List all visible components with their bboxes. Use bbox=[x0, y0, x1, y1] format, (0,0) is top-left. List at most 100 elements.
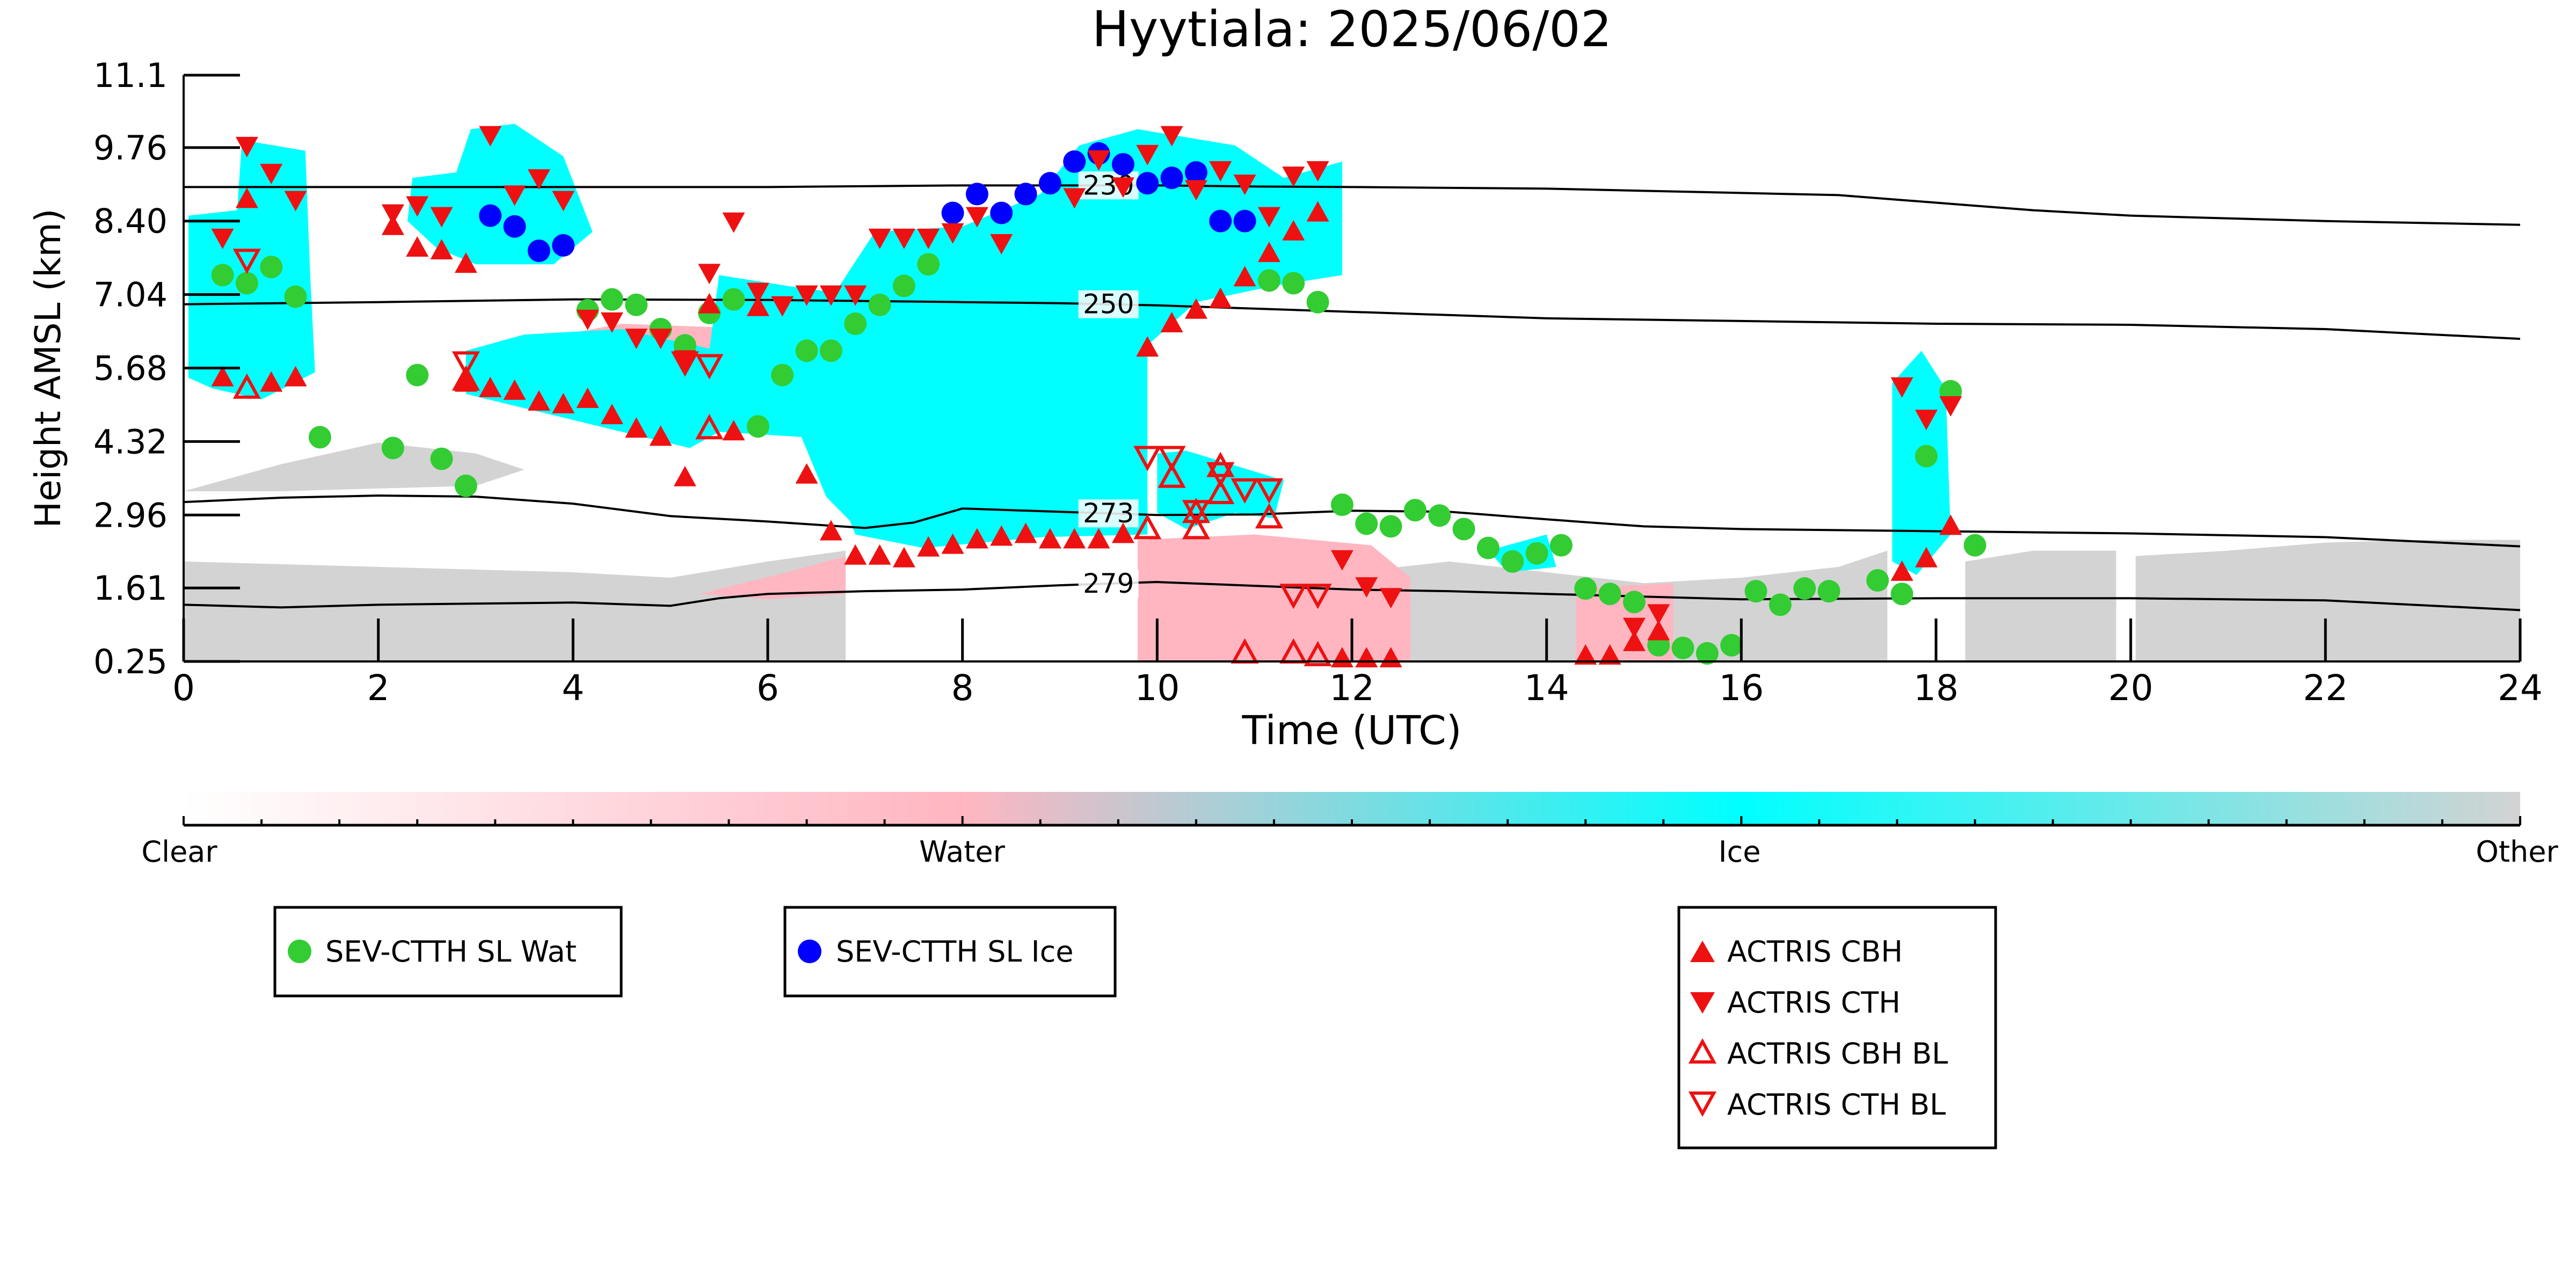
actris-cth-point bbox=[1915, 410, 1938, 431]
actris-cth-point bbox=[1379, 588, 1402, 609]
actris-cth-point bbox=[649, 329, 672, 350]
sev-ctth-sl-wat-point bbox=[454, 474, 477, 497]
sev-ctth-sl-wat-point bbox=[260, 256, 283, 279]
contour-line-230 bbox=[184, 184, 2520, 226]
actris-cbh-point bbox=[1160, 311, 1183, 332]
actris-cth-point bbox=[965, 207, 988, 228]
y-ticks: 0.25 1.61 2.96 4.32 5.68 7.04 8.40 9.76 11.1 bbox=[93, 56, 240, 681]
x-tick-label: 0 bbox=[172, 667, 195, 709]
contour-label-250: 250 bbox=[1083, 289, 1134, 320]
actris-cbh-point bbox=[1014, 522, 1037, 543]
legend-frame bbox=[1677, 906, 1997, 1149]
x-tick-label: 2 bbox=[367, 667, 390, 709]
colorbar-label-clear: Clear bbox=[141, 835, 217, 869]
contour-label-bg bbox=[1078, 570, 1139, 598]
colorbar-ticks bbox=[183, 816, 2521, 825]
legend-label-actris-cth-bl: ACTRIS CTH BL bbox=[1727, 1088, 1946, 1122]
sev-ctth-sl-wat-point bbox=[308, 426, 331, 449]
x-tick-label: 6 bbox=[756, 667, 779, 709]
legend-marker-sev-water bbox=[288, 940, 311, 963]
actris-cth-point bbox=[1136, 144, 1159, 165]
actris-cth-point bbox=[1111, 177, 1134, 198]
actris-cth-bl-point bbox=[1304, 584, 1332, 609]
actris-cbh-point bbox=[917, 536, 940, 557]
chart-title: Hyytiala: 2025/06/02 bbox=[1092, 1, 1612, 58]
sev-ctth-sl-ice-point bbox=[1184, 161, 1207, 184]
actris-cth-point bbox=[430, 207, 453, 228]
x-tick-label: 22 bbox=[2303, 667, 2348, 709]
y-axis-label: Height AMSL (km) bbox=[27, 209, 69, 528]
actris-cth-point bbox=[1282, 166, 1305, 187]
sev-ctth-sl-wat-point bbox=[1866, 569, 1889, 592]
y-tick-label: 11.1 bbox=[93, 56, 168, 95]
legend-marker-sev-ice bbox=[798, 940, 821, 963]
actris-cth-point bbox=[1087, 150, 1110, 171]
actris-cbh-bl-point bbox=[452, 365, 480, 391]
sev-ctth-sl-wat-point bbox=[1476, 536, 1500, 559]
sev-ctth-sl-wat-point bbox=[892, 274, 915, 297]
sev-ctth-sl-wat-point bbox=[1330, 493, 1354, 516]
sev-ctth-sl-ice-point bbox=[990, 201, 1013, 224]
contour-line-273 bbox=[184, 494, 2520, 548]
sev-ctth-sl-wat-point bbox=[625, 293, 648, 316]
actris-cbh-point bbox=[235, 187, 258, 208]
actris-cbh-point bbox=[1622, 630, 1646, 651]
actris-cbh-point bbox=[284, 366, 307, 387]
actris-cbh-point bbox=[1136, 336, 1159, 357]
y-tick-label: 0.25 bbox=[93, 642, 168, 681]
sev-ctth-sl-wat-point bbox=[1355, 512, 1378, 535]
sev-ctth-sl-wat-point bbox=[430, 447, 453, 470]
sev-ctth-sl-wat-point bbox=[1598, 583, 1621, 606]
actris-cbh-bl-point bbox=[1182, 514, 1210, 540]
sev-ctth-sl-wat-point bbox=[1671, 636, 1694, 659]
actris-cth-bl-point bbox=[452, 351, 480, 377]
actris-cth-point bbox=[1160, 126, 1183, 147]
sev-ctth-sl-wat-point bbox=[1793, 577, 1816, 600]
y-tick-label: 9.76 bbox=[93, 128, 168, 168]
actris-cth-point bbox=[211, 228, 234, 249]
actris-cbh-point bbox=[625, 417, 648, 438]
actris-cbh-point bbox=[527, 390, 550, 411]
legend-marker-actris-cbh-bl bbox=[1688, 1038, 1717, 1064]
y-tick-label: 8.40 bbox=[93, 202, 168, 241]
actris-cbh-point bbox=[552, 392, 575, 413]
actris-cbh-point bbox=[941, 533, 964, 554]
sev-ctth-sl-wat-point bbox=[1379, 515, 1402, 538]
actris-cbh-point bbox=[1087, 528, 1110, 549]
sev-ctth-sl-wat-point bbox=[1257, 269, 1280, 292]
x-tick-label: 10 bbox=[1134, 667, 1180, 709]
actris-cbh-bl-point bbox=[1158, 462, 1186, 488]
x-tick-label: 18 bbox=[1913, 667, 1959, 709]
actris-cth-bl-point bbox=[1279, 584, 1308, 609]
actris-cbh-point bbox=[1038, 528, 1061, 549]
sev-ctth-sl-wat-point bbox=[1963, 534, 1986, 557]
sev-ctth-sl-wat-point bbox=[1574, 577, 1597, 600]
colorbar-label-other: Other bbox=[2476, 835, 2558, 869]
actris-cbh-point bbox=[1063, 528, 1086, 549]
actris-cth-bl-point bbox=[1206, 462, 1235, 487]
actris-cth-point bbox=[1647, 604, 1670, 625]
actris-cth-bl-point bbox=[232, 249, 261, 274]
x-tick-label: 4 bbox=[562, 667, 584, 709]
sev-ctth-sl-wat-point bbox=[1622, 591, 1646, 614]
sev-ctth-sl-wat-point bbox=[1695, 642, 1719, 665]
sev-ctth-sl-wat-point bbox=[211, 264, 234, 287]
actris-cth-point bbox=[1257, 207, 1280, 228]
sev-ctth-sl-wat-point bbox=[1282, 272, 1305, 295]
actris-cbh-point bbox=[965, 528, 988, 549]
contour-label-bg bbox=[1078, 290, 1139, 318]
actris-cth-point bbox=[479, 126, 502, 147]
legend-box-actris: ACTRIS CBH ACTRIS CTH ACTRIS CBH BL ACTR… bbox=[1677, 906, 1997, 1149]
actris-cbh-point bbox=[1184, 298, 1207, 319]
y-tick-label: 4.32 bbox=[93, 422, 168, 461]
actris-cbh-point bbox=[1598, 644, 1621, 665]
actris-cth-point bbox=[698, 264, 721, 285]
sev-ctth-sl-ice-point bbox=[479, 204, 502, 227]
actris-cth-point bbox=[868, 228, 891, 249]
sev-ctth-sl-wat-point bbox=[1720, 634, 1743, 657]
actris-cbh-point bbox=[673, 465, 696, 486]
actris-cbh-bl-point bbox=[695, 414, 724, 440]
sev-ctth-sl-wat-point bbox=[771, 363, 794, 387]
actris-cbh-point bbox=[1111, 522, 1134, 543]
legend-marker-actris-cth-bl bbox=[1688, 1091, 1717, 1117]
